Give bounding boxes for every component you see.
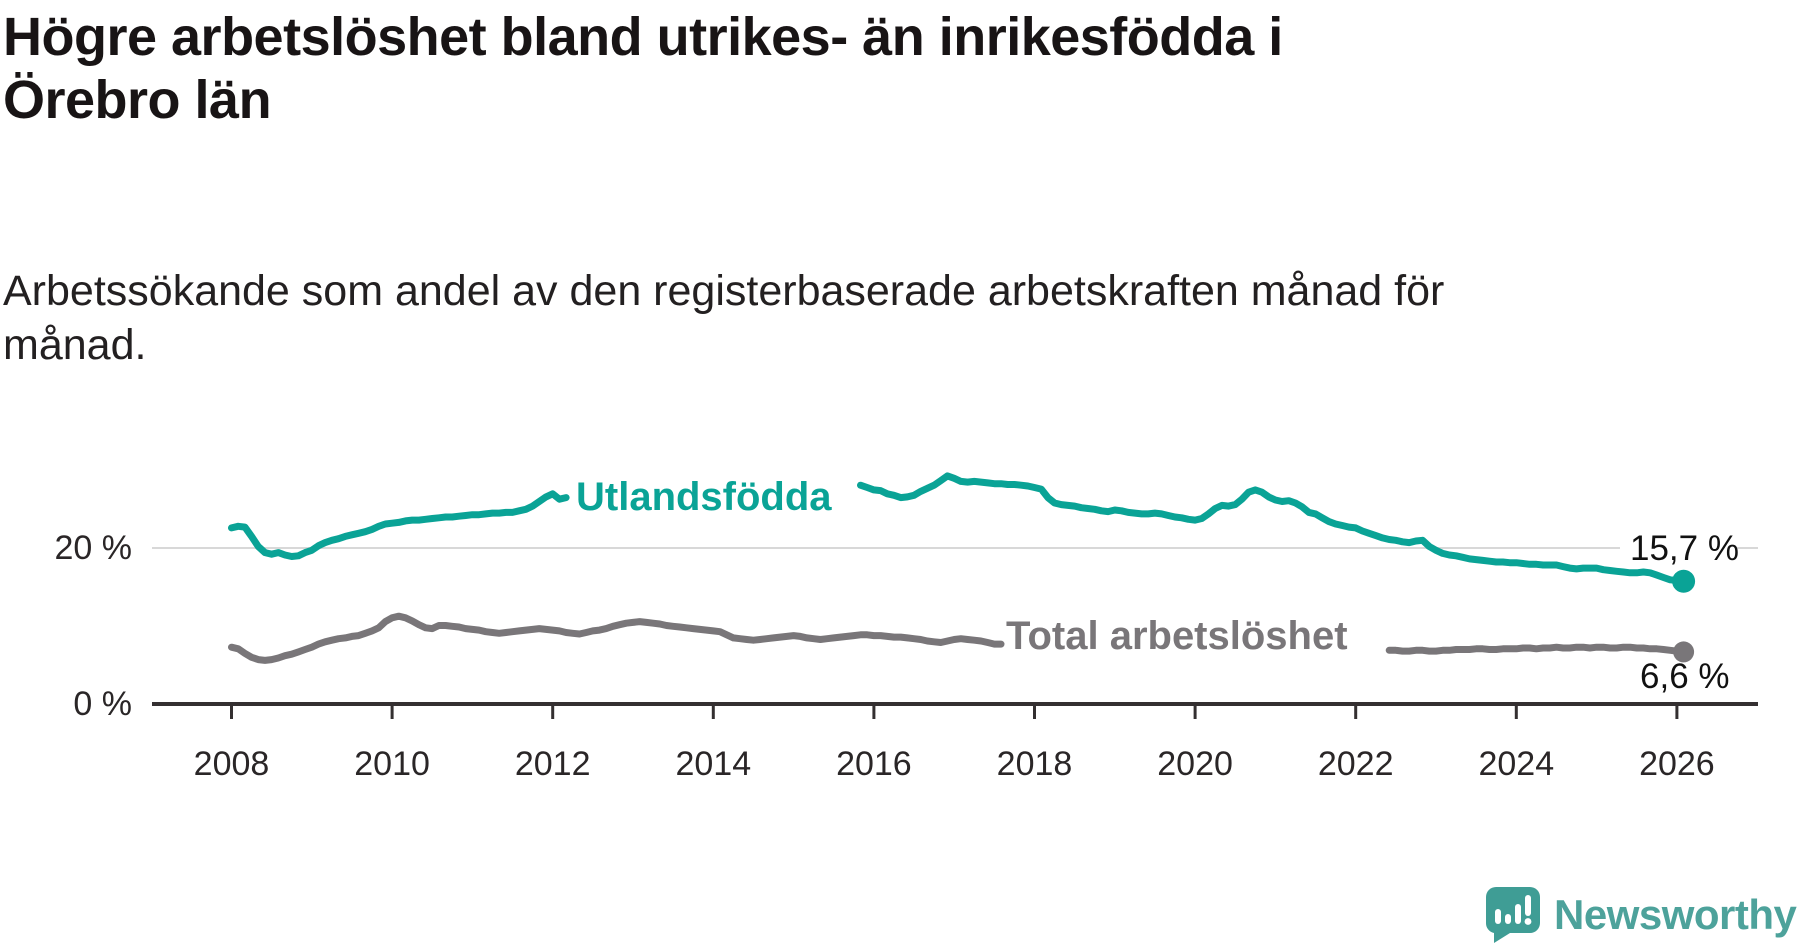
- series-end-dot-0: [1672, 569, 1696, 593]
- x-axis-label-2022: 2022: [1317, 745, 1394, 783]
- x-axis-label-2010: 2010: [354, 745, 430, 783]
- end-value-label-total: 6,6 %: [1640, 657, 1730, 696]
- x-axis-label-2026: 2026: [1639, 745, 1715, 783]
- x-axis-label-2020: 2020: [1157, 745, 1233, 783]
- page-title: Högre arbetslöshet bland utrikes- än inr…: [3, 6, 1463, 132]
- end-value-label-utlandsfodda: 15,7 %: [1630, 529, 1739, 568]
- title-line-1: Högre arbetslöshet bland utrikes- än inr…: [3, 7, 1283, 67]
- subtitle-line-2: månad.: [3, 321, 147, 369]
- series-end-dot-1: [1673, 641, 1695, 663]
- newsworthy-logo-text: Newsworthy: [1554, 891, 1797, 938]
- chart-subtitle: Arbetssökande som andel av den registerb…: [3, 264, 1473, 372]
- newsworthy-logo-icon: [1486, 887, 1540, 943]
- x-axis-label-2018: 2018: [996, 745, 1073, 783]
- series-line-1: [1385, 643, 1688, 656]
- series-line-1: [228, 612, 1005, 664]
- series-line-0: [857, 472, 1688, 585]
- x-axis-label-2012: 2012: [514, 745, 591, 783]
- series-line-0: [228, 490, 570, 560]
- series-label-utlandsfodda: Utlandsfödda: [576, 475, 832, 519]
- series-label-total: Total arbetslöshet: [1006, 614, 1348, 658]
- newsworthy-logo: Newsworthy: [1486, 886, 1797, 944]
- x-axis-label-2014: 2014: [675, 745, 752, 783]
- x-axis-label-2016: 2016: [836, 745, 912, 783]
- subtitle-line-1: Arbetssökande som andel av den registerb…: [3, 267, 1445, 315]
- title-line-2: Örebro län: [3, 70, 272, 130]
- y-axis-label-0: 0 %: [73, 685, 132, 723]
- y-axis-label-20: 20 %: [54, 529, 133, 567]
- x-axis-label-2024: 2024: [1478, 745, 1555, 783]
- x-axis-label-2008: 2008: [193, 745, 270, 783]
